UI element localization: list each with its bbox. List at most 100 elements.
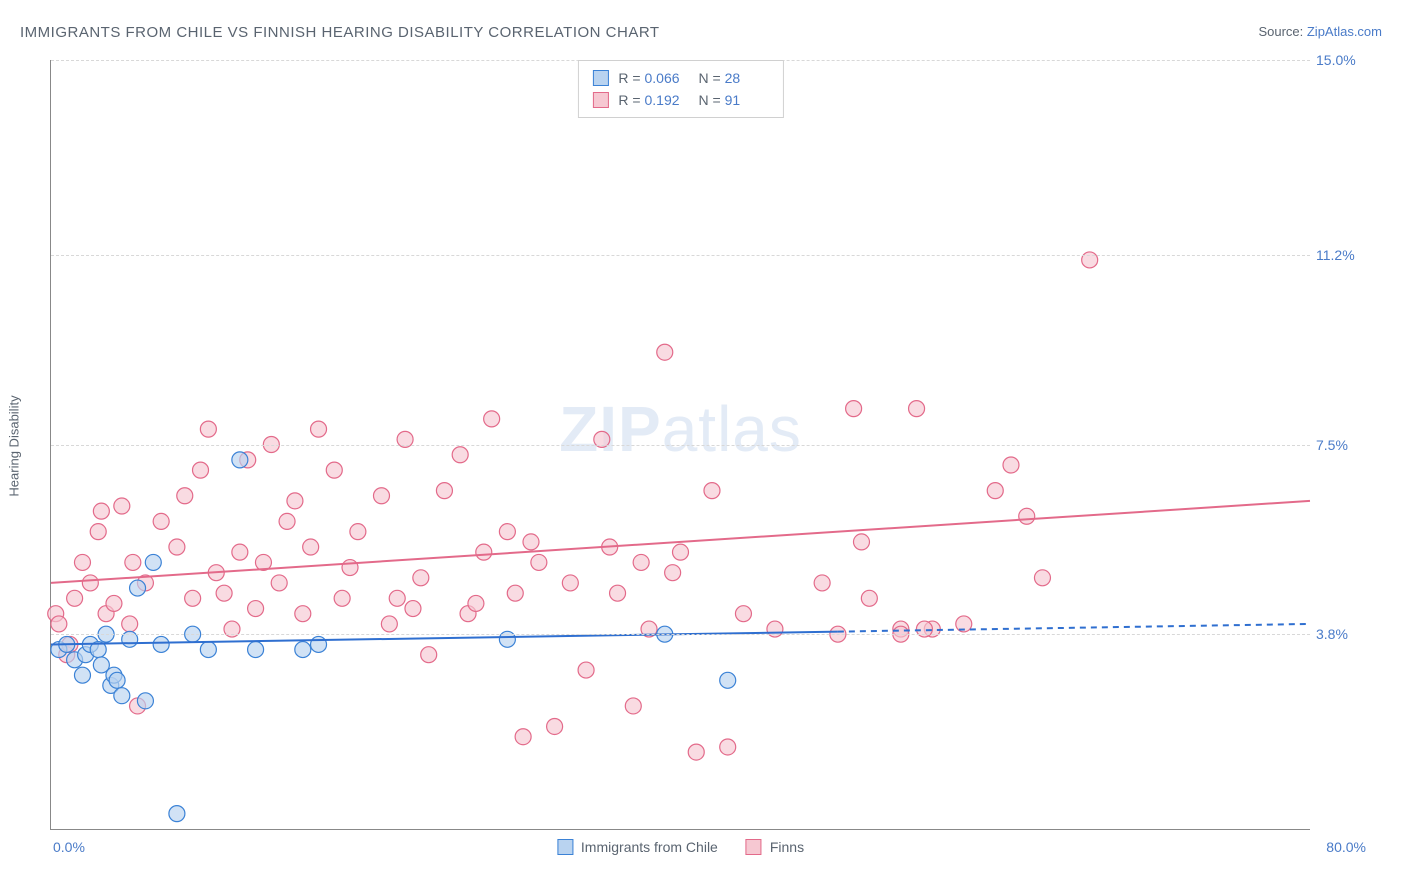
- r-value-finns: 0.192: [645, 89, 689, 111]
- data-point-finns: [436, 483, 452, 499]
- data-point-finns: [562, 575, 578, 591]
- data-point-finns: [531, 554, 547, 570]
- data-point-finns: [547, 718, 563, 734]
- data-point-finns: [193, 462, 209, 478]
- data-point-finns: [90, 524, 106, 540]
- data-point-chile: [137, 693, 153, 709]
- data-point-finns: [93, 503, 109, 519]
- data-point-chile: [169, 806, 185, 822]
- data-point-finns: [633, 554, 649, 570]
- data-point-finns: [381, 616, 397, 632]
- data-point-finns: [303, 539, 319, 555]
- x-tick-min: 0.0%: [53, 839, 85, 855]
- data-point-finns: [125, 554, 141, 570]
- swatch-finns-2: [746, 839, 762, 855]
- y-axis-label: Hearing Disability: [7, 395, 22, 496]
- data-point-finns: [51, 616, 67, 632]
- data-point-chile: [130, 580, 146, 596]
- data-point-finns: [499, 524, 515, 540]
- data-point-finns: [909, 401, 925, 417]
- gridline: [51, 445, 1310, 446]
- legend-correlation: R = 0.066 N = 28 R = 0.192 N = 91: [577, 60, 783, 118]
- y-tick-label: 7.5%: [1316, 437, 1372, 453]
- legend-item-chile: Immigrants from Chile: [557, 839, 718, 855]
- data-point-finns: [287, 493, 303, 509]
- data-point-chile: [74, 667, 90, 683]
- data-point-finns: [248, 601, 264, 617]
- data-point-finns: [688, 744, 704, 760]
- data-point-chile: [720, 672, 736, 688]
- data-point-finns: [295, 606, 311, 622]
- data-point-finns: [673, 544, 689, 560]
- legend-item-finns: Finns: [746, 839, 804, 855]
- data-point-finns: [413, 570, 429, 586]
- gridline: [51, 634, 1310, 635]
- chart-title: IMMIGRANTS FROM CHILE VS FINNISH HEARING…: [20, 24, 660, 41]
- data-point-finns: [704, 483, 720, 499]
- swatch-chile-2: [557, 839, 573, 855]
- data-point-finns: [106, 595, 122, 611]
- y-tick-label: 11.2%: [1316, 247, 1372, 263]
- data-point-finns: [342, 560, 358, 576]
- data-point-finns: [665, 565, 681, 581]
- source-label: Source:: [1258, 24, 1306, 39]
- data-point-finns: [169, 539, 185, 555]
- data-point-finns: [279, 513, 295, 529]
- data-point-finns: [1034, 570, 1050, 586]
- data-point-chile: [248, 642, 264, 658]
- data-point-finns: [657, 344, 673, 360]
- data-point-finns: [735, 606, 751, 622]
- data-point-finns: [311, 421, 327, 437]
- data-point-finns: [216, 585, 232, 601]
- data-point-finns: [861, 590, 877, 606]
- data-point-chile: [311, 636, 327, 652]
- data-point-finns: [334, 590, 350, 606]
- data-point-finns: [846, 401, 862, 417]
- data-point-finns: [507, 585, 523, 601]
- legend-row-chile: R = 0.066 N = 28: [592, 67, 768, 89]
- swatch-chile: [592, 70, 608, 86]
- data-point-chile: [145, 554, 161, 570]
- data-point-finns: [350, 524, 366, 540]
- source-link[interactable]: ZipAtlas.com: [1307, 24, 1382, 39]
- data-point-finns: [74, 554, 90, 570]
- data-point-finns: [578, 662, 594, 678]
- data-point-chile: [200, 642, 216, 658]
- data-point-finns: [200, 421, 216, 437]
- swatch-finns: [592, 92, 608, 108]
- data-point-finns: [1019, 508, 1035, 524]
- legend-label-chile: Immigrants from Chile: [581, 839, 718, 855]
- y-tick-label: 15.0%: [1316, 52, 1372, 68]
- plot-area: ZIPatlas R = 0.066 N = 28 R = 0.192 N = …: [50, 60, 1310, 830]
- legend-series: Immigrants from Chile Finns: [557, 839, 804, 855]
- data-point-finns: [389, 590, 405, 606]
- r-value-chile: 0.066: [645, 67, 689, 89]
- data-point-finns: [1003, 457, 1019, 473]
- data-point-finns: [153, 513, 169, 529]
- gridline: [51, 255, 1310, 256]
- n-value-chile: 28: [725, 67, 769, 89]
- y-tick-label: 3.8%: [1316, 626, 1372, 642]
- data-point-chile: [153, 636, 169, 652]
- data-point-finns: [484, 411, 500, 427]
- data-point-finns: [271, 575, 287, 591]
- data-point-finns: [523, 534, 539, 550]
- x-tick-max: 80.0%: [1326, 839, 1366, 855]
- data-point-finns: [625, 698, 641, 714]
- data-point-chile: [114, 688, 130, 704]
- data-point-chile: [232, 452, 248, 468]
- data-point-finns: [853, 534, 869, 550]
- data-point-finns: [405, 601, 421, 617]
- data-point-finns: [720, 739, 736, 755]
- data-point-finns: [610, 585, 626, 601]
- data-point-finns: [468, 595, 484, 611]
- data-point-finns: [177, 488, 193, 504]
- data-point-finns: [185, 590, 201, 606]
- data-point-finns: [82, 575, 98, 591]
- data-point-chile: [295, 642, 311, 658]
- data-point-finns: [452, 447, 468, 463]
- n-value-finns: 91: [725, 89, 769, 111]
- data-point-finns: [232, 544, 248, 560]
- data-point-finns: [515, 729, 531, 745]
- data-point-finns: [476, 544, 492, 560]
